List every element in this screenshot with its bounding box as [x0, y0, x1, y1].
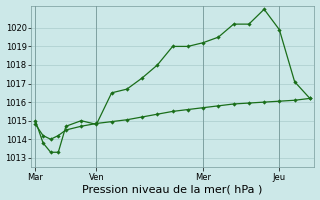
- X-axis label: Pression niveau de la mer( hPa ): Pression niveau de la mer( hPa ): [83, 184, 263, 194]
